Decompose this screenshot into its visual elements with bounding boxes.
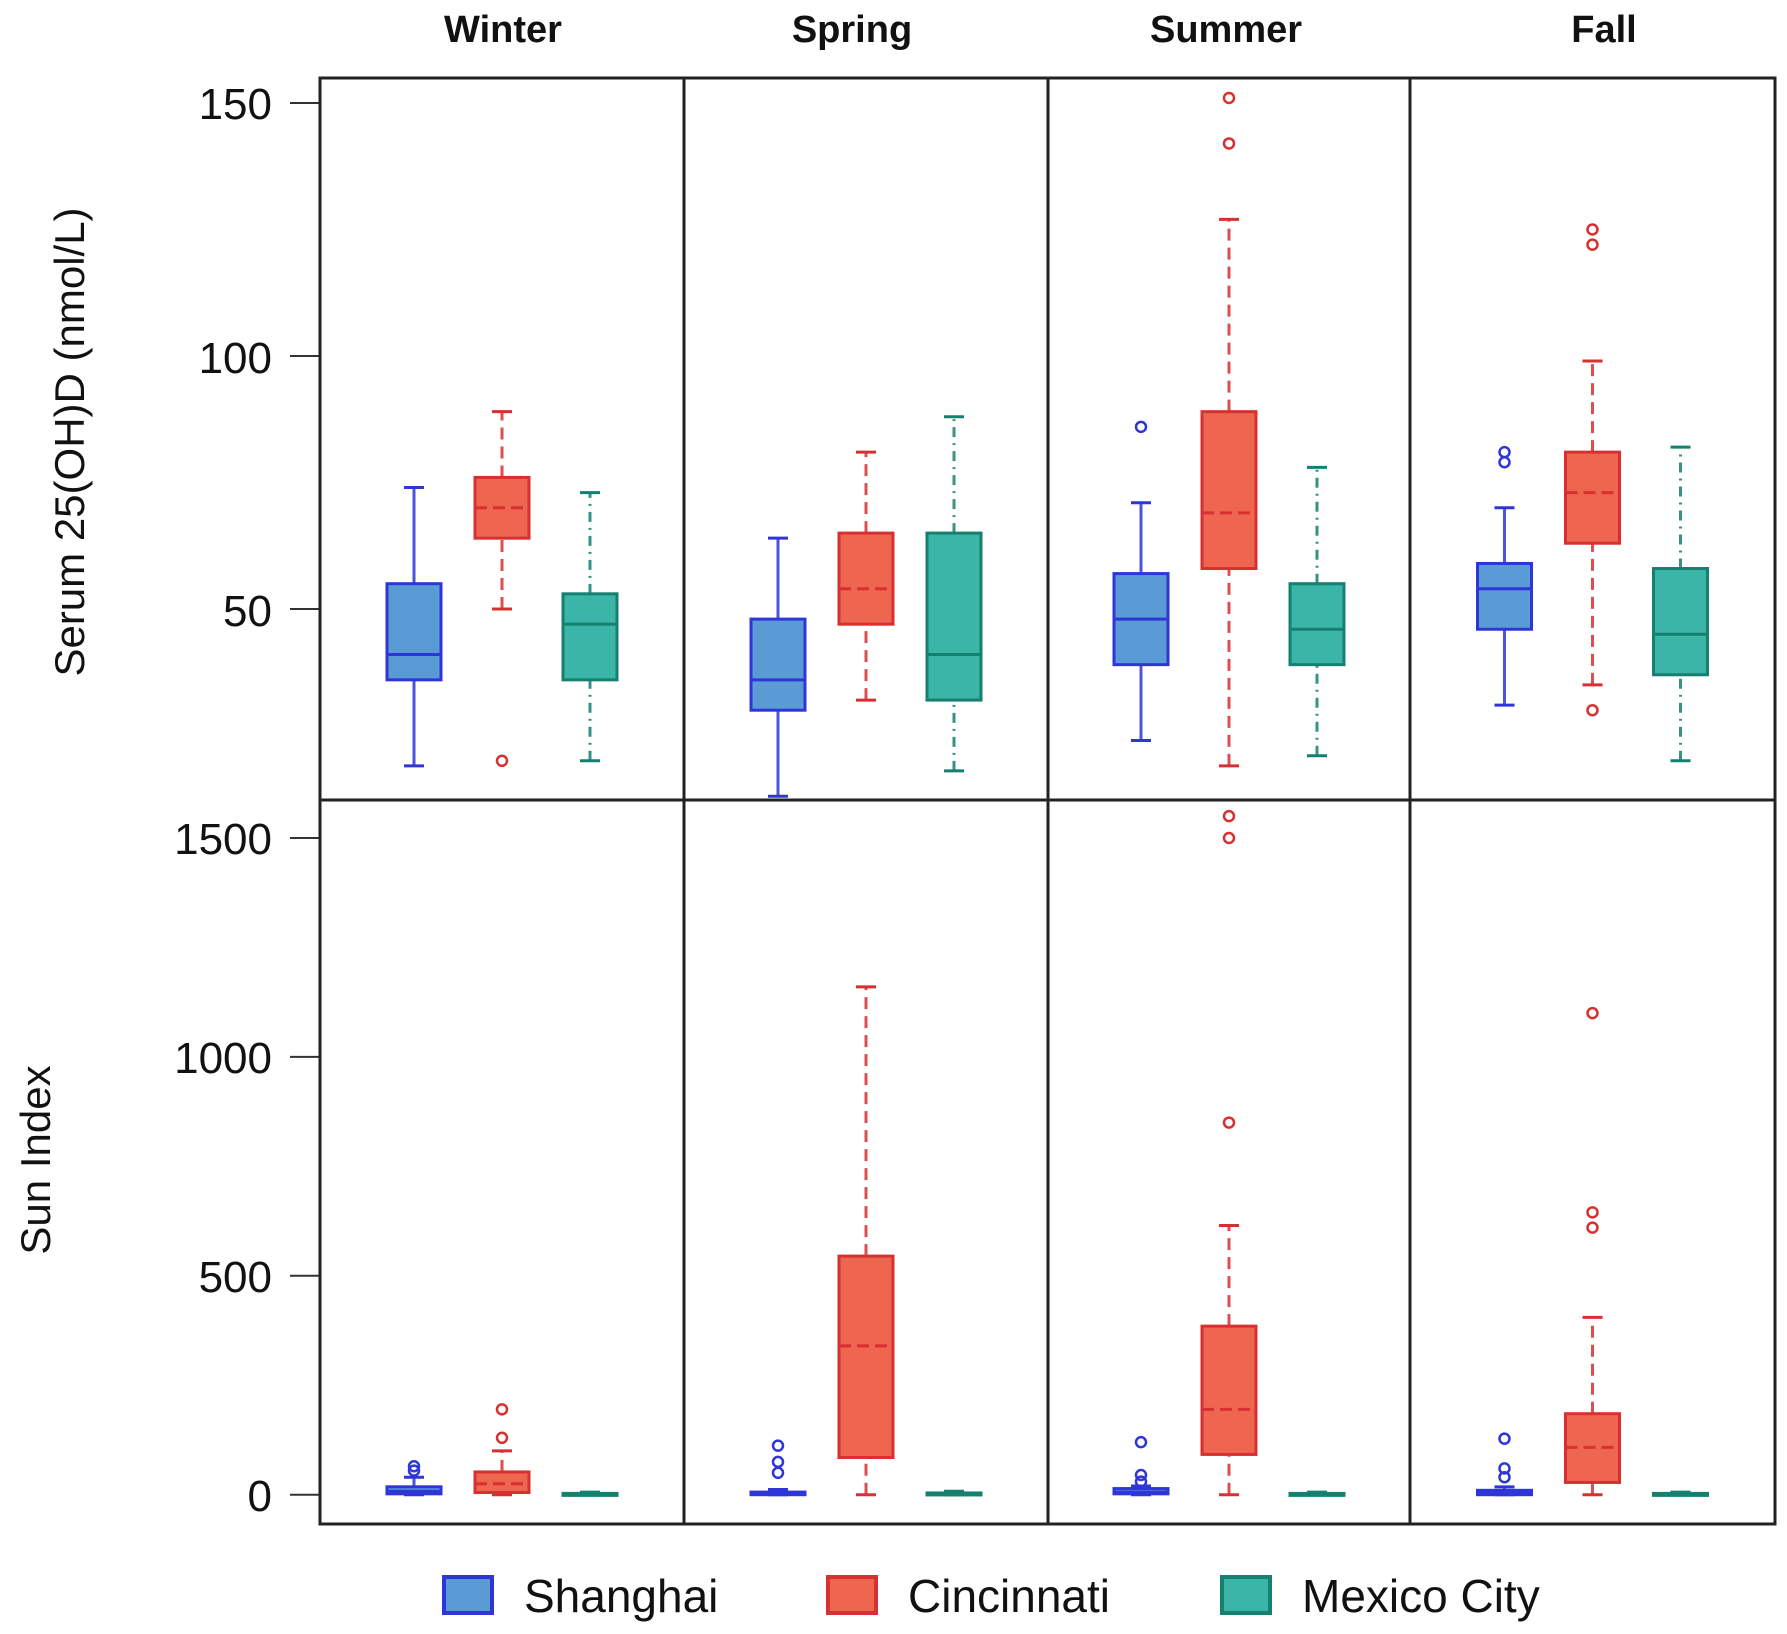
serum-summer-mexico-city-box-group — [1288, 465, 1346, 758]
season-title-summer: Summer — [1150, 9, 1302, 51]
serum-summer-mexico-city-box — [1288, 582, 1346, 667]
serum-fall-cincinnati-box-group — [1564, 223, 1621, 717]
sun-index-winter-mexico-city-box-group — [561, 1490, 619, 1497]
serum-spring-mexico-city-box-group — [925, 415, 983, 773]
sun-index-summer-cincinnati-outlier-2 — [1222, 831, 1236, 845]
sun-index-spring-cincinnati-box — [837, 1254, 895, 1459]
serum-fall-shanghai-outlier-2 — [1498, 445, 1511, 459]
sun-index-spring-shanghai-outlier-1 — [771, 1466, 785, 1480]
serum-fall-shanghai-box — [1476, 561, 1533, 631]
sun-index-fall-cincinnati-outlier-2 — [1586, 1206, 1599, 1219]
sun-index-summer-cincinnati-outlier-1 — [1222, 1116, 1236, 1129]
season-title-fall: Fall — [1571, 9, 1636, 51]
sun-index-winter-shanghai-outlier-1 — [407, 1464, 421, 1477]
sun-index-summer-shanghai-outlier-2 — [1134, 1468, 1148, 1482]
serum-spring-cincinnati-box-group — [837, 450, 895, 702]
sun-index-spring-cincinnati-box-group — [837, 985, 895, 1497]
serum-winter-mexico-city-box — [561, 592, 619, 682]
sun-index-spring-shanghai-box-group — [749, 1439, 807, 1497]
serum-fall-mexico-city-box — [1652, 567, 1709, 677]
serum-summer-cincinnati-outlier-1 — [1222, 137, 1236, 150]
sun-index-summer-shanghai-outlier-1 — [1134, 1475, 1148, 1488]
sun-index-winter-shanghai-outlier-2 — [407, 1459, 421, 1473]
sun-index-fall-shanghai-box-group — [1476, 1432, 1533, 1497]
sun-index-summer-cincinnati-box — [1200, 1324, 1258, 1456]
legend-label-mexico-city: Mexico City — [1302, 1570, 1540, 1622]
serum-fall-mexico-city-box-group — [1652, 445, 1709, 763]
sun-index-fall-cincinnati-outlier-3 — [1586, 1006, 1599, 1020]
serum-winter-shanghai-box — [385, 582, 443, 682]
serum-spring-shanghai-box — [749, 617, 807, 712]
season-title-winter: Winter — [444, 9, 562, 51]
serum-summer-shanghai-outlier-1 — [1134, 420, 1148, 434]
legend-swatch-shanghai — [442, 1575, 494, 1615]
serum-winter-mexico-city-box-group — [561, 491, 619, 763]
sun-index-spring-mexico-city-box-group — [925, 1489, 983, 1497]
sun-index-fall-cincinnati-outlier-1 — [1586, 1221, 1599, 1234]
legend-swatch-cincinnati — [826, 1575, 878, 1615]
y-tick-label-bottom-1000: 1000 — [174, 1034, 272, 1083]
y-axis-title-bottom: Sun Index — [12, 1065, 59, 1254]
serum-summer-shanghai-box-group — [1112, 420, 1170, 743]
season-title-spring: Spring — [792, 9, 912, 51]
sun-index-winter-shanghai-box-group — [385, 1459, 443, 1497]
serum-fall-shanghai-box-group — [1476, 445, 1533, 707]
legend: Shanghai Cincinnati Mexico City — [442, 1570, 1540, 1622]
serum-spring-mexico-city-box — [925, 531, 983, 702]
serum-spring-shanghai-box-group — [749, 536, 807, 798]
sun-index-fall-cincinnati-box-group — [1564, 1006, 1621, 1497]
serum-winter-shanghai-box-group — [385, 486, 443, 768]
serum-summer-cincinnati-outlier-2 — [1222, 91, 1236, 105]
sun-index-fall-shanghai-outlier-3 — [1498, 1432, 1511, 1445]
y-tick-label-bottom-500: 500 — [199, 1253, 272, 1302]
serum-winter-cincinnati-outlier-1 — [495, 754, 509, 768]
sun-index-summer-shanghai-outlier-3 — [1134, 1435, 1148, 1449]
serum-summer-cincinnati-box — [1200, 410, 1258, 571]
legend-label-shanghai: Shanghai — [524, 1570, 718, 1622]
sun-index-spring-shanghai-outlier-3 — [771, 1439, 785, 1452]
sun-index-summer-cincinnati-outlier-3 — [1222, 809, 1236, 823]
sun-index-summer-shanghai-box-group — [1112, 1435, 1170, 1497]
serum-winter-cincinnati-box-group — [473, 410, 531, 768]
serum-spring-cincinnati-box — [837, 531, 895, 626]
legend-swatch-mexico-city — [1220, 1575, 1272, 1615]
legend-label-cincinnati: Cincinnati — [908, 1570, 1110, 1622]
y-tick-label-bottom-1500: 1500 — [174, 815, 272, 864]
serum-fall-cincinnati-outlier-1 — [1586, 703, 1599, 717]
panel-frame-serum-fall — [1408, 76, 1777, 802]
y-tick-label-top-150: 150 — [199, 80, 272, 129]
y-tick-label-top-100: 100 — [199, 334, 272, 383]
panel-frames — [318, 76, 1777, 1526]
sun-index-fall-mexico-city-box-group — [1652, 1490, 1709, 1497]
serum-fall-cincinnati-outlier-3 — [1586, 223, 1599, 236]
serum-fall-shanghai-outlier-1 — [1498, 456, 1511, 469]
sun-index-summer-mexico-city-box-group — [1288, 1490, 1346, 1497]
serum-fall-cincinnati-outlier-2 — [1586, 238, 1599, 251]
sun-index-winter-cincinnati-box-group — [473, 1403, 531, 1497]
serum-summer-cincinnati-box-group — [1200, 91, 1258, 768]
sun-index-winter-cincinnati-outlier-1 — [495, 1431, 509, 1445]
sun-index-fall-shanghai-outlier-2 — [1498, 1462, 1511, 1475]
sun-index-spring-shanghai-outlier-2 — [771, 1455, 785, 1469]
y-tick-label-top-50: 50 — [223, 587, 272, 636]
box-marks — [385, 91, 1709, 1497]
sun-index-winter-cincinnati-box — [473, 1470, 531, 1495]
sun-index-winter-cincinnati-outlier-2 — [495, 1403, 509, 1416]
serum-fall-cincinnati-box — [1564, 450, 1621, 545]
y-axis-title-top: Serum 25(OH)D (nmol/L) — [46, 207, 93, 676]
sun-index-summer-cincinnati-box-group — [1200, 809, 1258, 1497]
y-tick-marks — [290, 102, 320, 1496]
panel-frame-sun-index-fall — [1408, 798, 1777, 1526]
y-tick-label-bottom-0: 0 — [248, 1472, 272, 1521]
